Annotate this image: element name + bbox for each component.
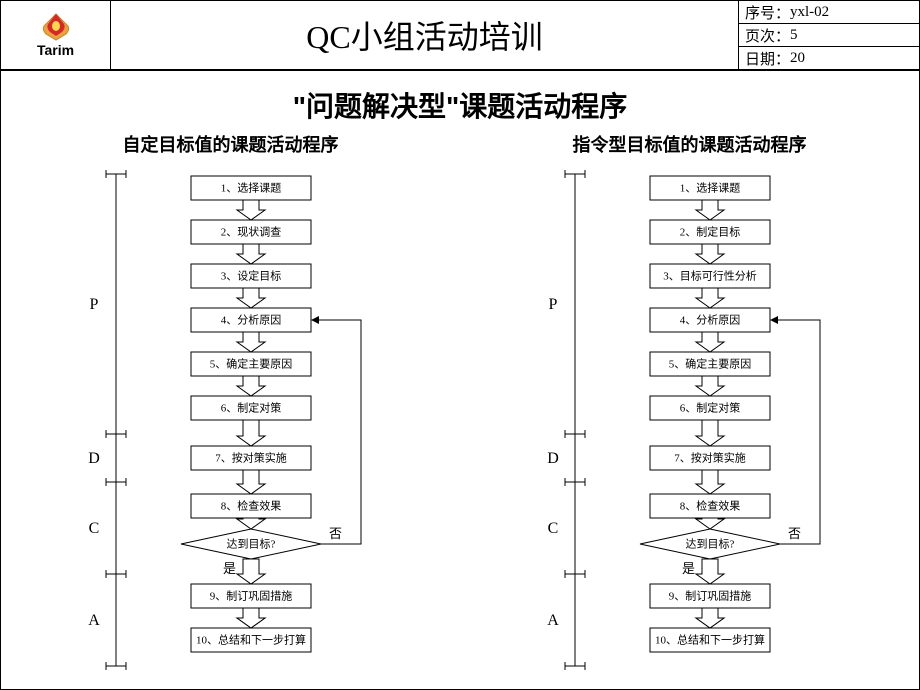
svg-text:7、按对策实施: 7、按对策实施	[215, 451, 287, 465]
logo-cell: Tarim	[1, 1, 111, 69]
svg-text:6、制定对策: 6、制定对策	[220, 401, 281, 415]
svg-text:10、总结和下一步打算: 10、总结和下一步打算	[196, 633, 306, 647]
svg-text:否: 否	[329, 526, 342, 541]
meta-seq: 序号： yxl-02	[739, 1, 919, 24]
svg-text:C: C	[88, 520, 99, 537]
svg-text:否: 否	[788, 526, 801, 541]
svg-text:A: A	[88, 612, 100, 629]
left-flow-svg: P D C A 1、选择课题 2、现状调查 3、设定目标 4、分析原因 5、确定主要原因 6、制定…	[21, 161, 441, 681]
svg-text:D: D	[88, 450, 100, 467]
meta-seq-value: yxl-02	[790, 4, 829, 21]
svg-text:1、选择课题: 1、选择课题	[220, 181, 281, 195]
svg-text:8、检查效果: 8、检查效果	[220, 499, 281, 513]
main-title: "问题解决型"课题活动程序	[1, 85, 919, 125]
svg-text:2、现状调查: 2、现状调查	[220, 225, 281, 239]
meta-date: 日期： 20	[739, 47, 919, 69]
meta-date-value: 20	[790, 50, 805, 67]
svg-text:达到目标?: 达到目标?	[226, 537, 275, 551]
charts-row: 自定目标值的课题活动程序 P D C A 1、选择课题 2、现状调查 3、设定目标 4、分析原…	[1, 131, 919, 686]
svg-text:C: C	[547, 520, 558, 537]
svg-text:P: P	[548, 296, 557, 313]
header-title: QC小组活动培训	[111, 1, 739, 69]
header-title-text: QC小组活动培训	[306, 12, 542, 58]
svg-text:3、目标可行性分析: 3、目标可行性分析	[663, 269, 757, 283]
logo-text: Tarim	[37, 42, 74, 58]
meta-page-label: 页次：	[745, 25, 790, 46]
meta-date-label: 日期：	[745, 48, 790, 69]
right-flow-svg: P D C A 1、选择课题 2、制定目标 3、目标可行性分析 4、分析原因 5、确定主要原因 6…	[480, 161, 900, 681]
svg-text:9、制订巩固措施: 9、制订巩固措施	[209, 589, 292, 603]
header-meta: 序号： yxl-02 页次： 5 日期： 20	[739, 1, 919, 69]
page: Tarim QC小组活动培训 序号： yxl-02 页次： 5 日期： 20 "…	[0, 0, 920, 690]
svg-text:达到目标?: 达到目标?	[685, 537, 734, 551]
svg-text:8、检查效果: 8、检查效果	[679, 499, 740, 513]
svg-text:7、按对策实施: 7、按对策实施	[674, 451, 746, 465]
svg-text:5、确定主要原因: 5、确定主要原因	[209, 357, 292, 371]
meta-page-value: 5	[790, 27, 798, 44]
meta-page: 页次： 5	[739, 24, 919, 47]
svg-text:2、制定目标: 2、制定目标	[679, 225, 740, 239]
svg-text:10、总结和下一步打算: 10、总结和下一步打算	[655, 633, 765, 647]
svg-text:4、分析原因: 4、分析原因	[220, 313, 281, 327]
svg-text:P: P	[89, 296, 98, 313]
svg-text:是: 是	[682, 561, 695, 576]
meta-seq-label: 序号：	[745, 2, 790, 23]
svg-text:D: D	[547, 450, 559, 467]
svg-text:9、制订巩固措施: 9、制订巩固措施	[668, 589, 751, 603]
svg-text:3、设定目标: 3、设定目标	[220, 269, 281, 283]
svg-text:A: A	[547, 612, 559, 629]
left-subtitle: 自定目标值的课题活动程序	[21, 131, 441, 157]
right-subtitle: 指令型目标值的课题活动程序	[480, 131, 900, 157]
svg-text:5、确定主要原因: 5、确定主要原因	[668, 357, 751, 371]
right-flow: 指令型目标值的课题活动程序 P D C A 1、选择课题 2、制定目标 3、目标可行性分析 4…	[480, 131, 900, 686]
left-flow: 自定目标值的课题活动程序 P D C A 1、选择课题 2、现状调查 3、设定目标 4、分析原…	[21, 131, 441, 686]
tarim-logo-icon	[36, 12, 76, 42]
svg-text:1、选择课题: 1、选择课题	[679, 181, 740, 195]
svg-text:是: 是	[223, 561, 236, 576]
svg-text:4、分析原因: 4、分析原因	[679, 313, 740, 327]
header: Tarim QC小组活动培训 序号： yxl-02 页次： 5 日期： 20	[1, 1, 919, 71]
svg-text:6、制定对策: 6、制定对策	[679, 401, 740, 415]
